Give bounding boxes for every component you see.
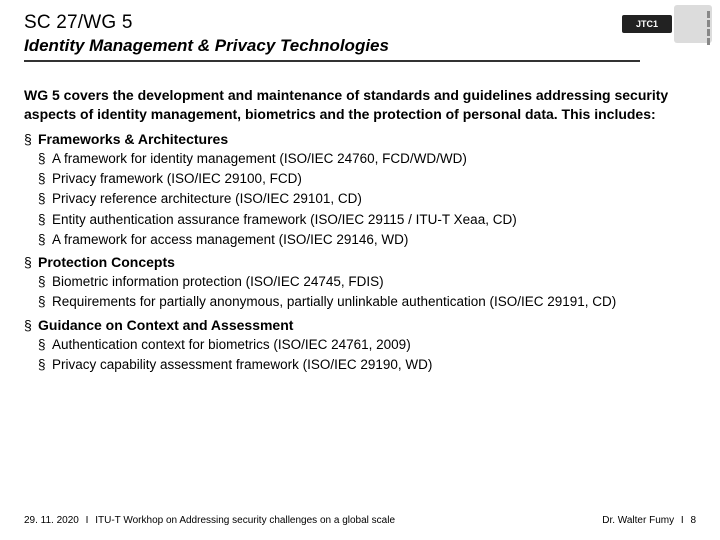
- header-title-2: Identity Management & Privacy Technologi…: [24, 36, 696, 56]
- header-underline: [24, 60, 640, 62]
- list-item: Privacy capability assessment framework …: [38, 356, 696, 374]
- slide-body: WG 5 covers the development and maintena…: [0, 68, 720, 374]
- list-item: Entity authentication assurance framewor…: [38, 211, 696, 229]
- divider-icon: I: [681, 515, 684, 526]
- header-title-1: SC 27/WG 5: [24, 12, 696, 34]
- list-item: Requirements for partially anonymous, pa…: [38, 293, 696, 311]
- decoration-bars: [707, 11, 710, 45]
- footer-page: 8: [690, 515, 696, 526]
- footer-left: 29. 11. 2020 I ITU-T Workhop on Addressi…: [24, 515, 395, 526]
- list-item: Privacy framework (ISO/IEC 29100, FCD): [38, 170, 696, 188]
- footer-right: Dr. Walter Fumy I 8: [602, 515, 696, 526]
- footer-author: Dr. Walter Fumy: [602, 515, 674, 526]
- globe-icon: [674, 5, 712, 43]
- section-item: Protection Concepts Biometric information…: [24, 253, 696, 312]
- divider-icon: I: [86, 515, 89, 526]
- slide-header: SC 27/WG 5 Identity Management & Privacy…: [0, 0, 720, 68]
- section-title: Protection Concepts: [38, 254, 175, 270]
- footer-event: ITU-T Workhop on Addressing security cha…: [95, 515, 395, 526]
- section-item: Frameworks & Architectures A framework fo…: [24, 130, 696, 249]
- section-item: Guidance on Context and Assessment Authen…: [24, 316, 696, 375]
- section-title: Frameworks & Architectures: [38, 131, 228, 147]
- slide-footer: 29. 11. 2020 I ITU-T Workhop on Addressi…: [0, 515, 720, 526]
- subitems-list: Biometric information protection (ISO/IE…: [38, 273, 696, 311]
- list-item: Authentication context for biometrics (I…: [38, 336, 696, 354]
- sections-list: Frameworks & Architectures A framework fo…: [24, 130, 696, 375]
- subitems-list: Authentication context for biometrics (I…: [38, 336, 696, 374]
- list-item: Privacy reference architecture (ISO/IEC …: [38, 190, 696, 208]
- section-title: Guidance on Context and Assessment: [38, 317, 293, 333]
- list-item: Biometric information protection (ISO/IE…: [38, 273, 696, 291]
- list-item: A framework for identity management (ISO…: [38, 150, 696, 168]
- jtc-logo: JTC1: [622, 15, 672, 33]
- logo-area: JTC1: [622, 5, 712, 43]
- subitems-list: A framework for identity management (ISO…: [38, 150, 696, 249]
- list-item: A framework for access management (ISO/I…: [38, 231, 696, 249]
- intro-paragraph: WG 5 covers the development and maintena…: [24, 86, 696, 124]
- footer-date: 29. 11. 2020: [24, 515, 79, 526]
